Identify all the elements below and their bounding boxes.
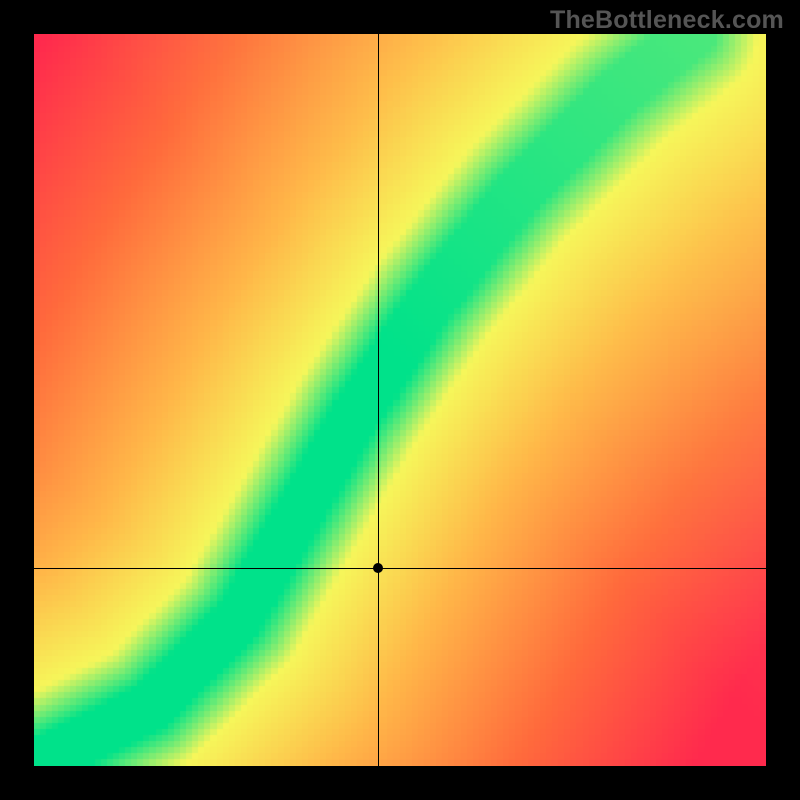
watermark-text: TheBottleneck.com <box>550 6 784 35</box>
crosshair-horizontal-line <box>34 568 766 569</box>
chart-container: TheBottleneck.com <box>0 0 800 800</box>
crosshair-marker-dot <box>373 563 383 573</box>
bottleneck-heatmap <box>34 34 766 766</box>
plot-area <box>34 34 766 766</box>
crosshair-vertical-line <box>378 34 379 766</box>
